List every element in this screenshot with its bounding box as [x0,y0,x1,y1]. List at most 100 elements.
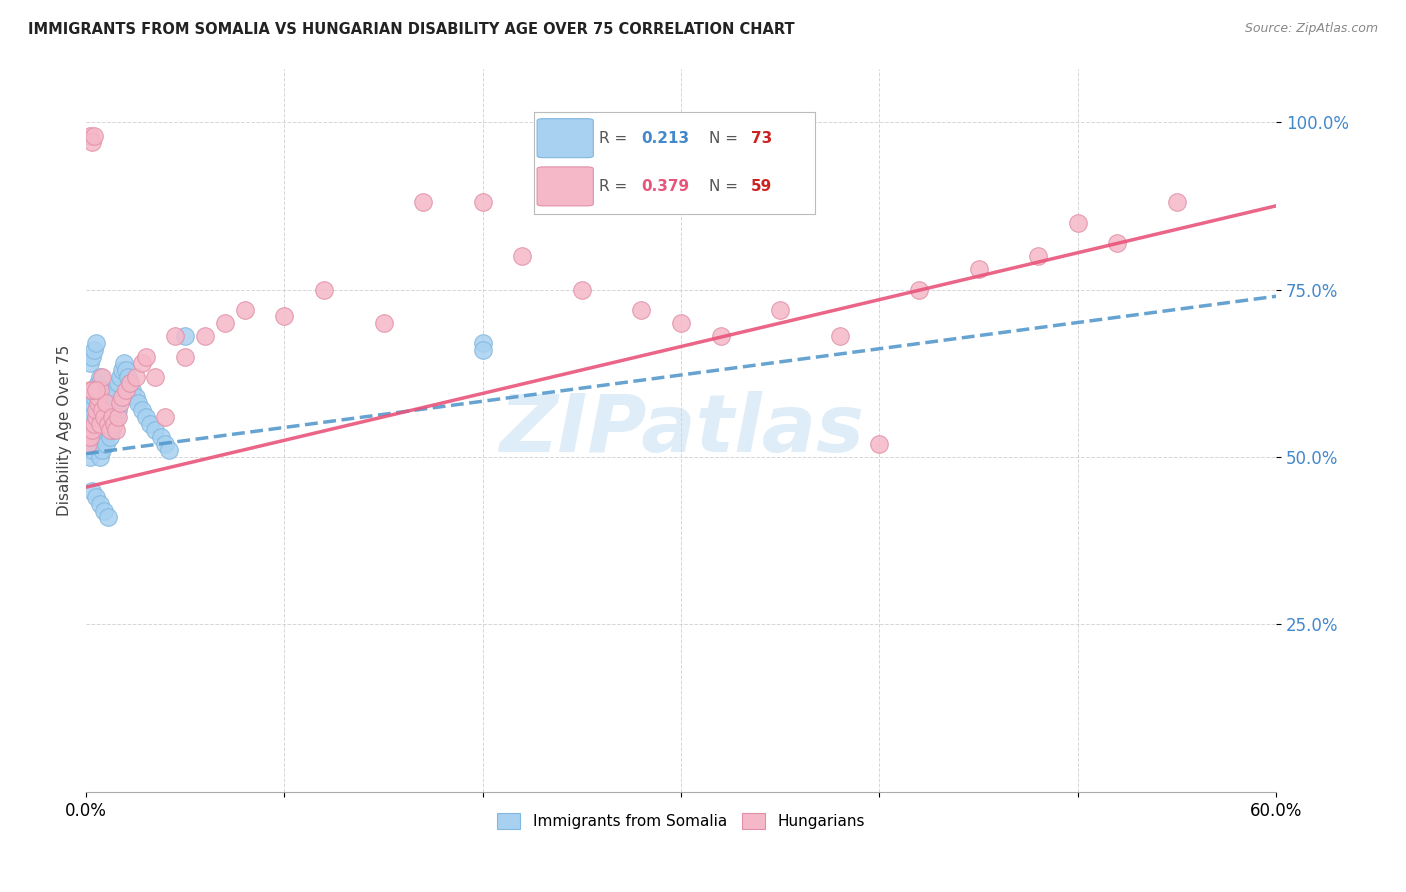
Point [103,417,125,431]
Point [89,417,111,431]
Point [80,423,103,437]
Point [124,369,146,384]
Text: 0.213: 0.213 [641,130,689,145]
Point [98,430,121,444]
Point [87,376,110,391]
Point [77,436,100,450]
Text: ZIPatlas: ZIPatlas [499,392,863,469]
Point [87,423,110,437]
Point [868,436,890,450]
Point [127,396,149,410]
Point [118,376,141,391]
Point [93,430,115,444]
Point [93,423,115,437]
Point [107,403,129,417]
Point [77,436,100,450]
Text: N =: N = [709,130,742,145]
Point [131,356,153,370]
Point [108,369,131,384]
Point [108,396,131,410]
Point [233,302,256,317]
Point [112,356,135,370]
Point [89,450,111,464]
Point [80,350,103,364]
Point [769,302,792,317]
Point [669,316,692,330]
Text: R =: R = [599,179,633,194]
Point [79,450,101,464]
Point [97,510,120,524]
Point [94,396,117,410]
Point [104,409,127,424]
Point [828,329,851,343]
Point [87,396,110,410]
Point [89,369,111,384]
Point [91,430,114,444]
Point [135,350,157,364]
Point [107,376,129,391]
Text: R =: R = [599,130,633,145]
Point [97,409,120,424]
Text: 59: 59 [751,179,772,194]
Point [80,396,103,410]
Point [84,383,107,397]
Point [89,497,111,511]
Point [471,336,494,351]
Text: N =: N = [709,179,742,194]
Point [84,430,107,444]
Point [145,423,167,437]
Point [117,369,139,384]
Text: Source: ZipAtlas.com: Source: ZipAtlas.com [1244,22,1378,36]
Point [79,430,101,444]
Point [121,383,143,397]
Point [98,423,121,437]
Point [94,417,117,431]
Point [89,417,111,431]
Point [83,343,105,357]
Point [79,430,101,444]
Text: IMMIGRANTS FROM SOMALIA VS HUNGARIAN DISABILITY AGE OVER 75 CORRELATION CHART: IMMIGRANTS FROM SOMALIA VS HUNGARIAN DIS… [28,22,794,37]
Point [1107,235,1129,250]
Point [83,417,105,431]
Point [97,423,120,437]
Point [91,403,114,417]
Point [150,430,173,444]
Point [77,423,100,437]
Y-axis label: Disability Age Over 75: Disability Age Over 75 [58,344,72,516]
Point [80,383,103,397]
FancyBboxPatch shape [537,167,593,206]
Point [155,436,177,450]
Point [83,390,105,404]
Point [194,329,217,343]
Point [512,249,534,263]
Point [91,409,114,424]
Point [1067,216,1090,230]
Point [710,329,733,343]
Point [135,409,157,424]
Point [98,403,121,417]
Point [104,423,127,437]
Point [138,417,160,431]
Point [114,363,136,377]
Point [101,409,124,424]
Point [91,383,114,397]
Point [103,390,125,404]
Point [471,343,494,357]
Point [77,403,100,417]
Point [118,376,141,391]
Point [83,417,105,431]
Point [155,409,177,424]
Point [91,369,114,384]
Point [83,436,105,450]
Point [87,436,110,450]
Point [103,417,125,431]
Point [93,403,115,417]
Point [908,283,931,297]
Point [89,396,111,410]
Point [89,383,111,397]
Point [91,443,114,458]
Point [111,363,134,377]
Point [471,195,494,210]
Point [214,316,236,330]
Point [101,423,124,437]
